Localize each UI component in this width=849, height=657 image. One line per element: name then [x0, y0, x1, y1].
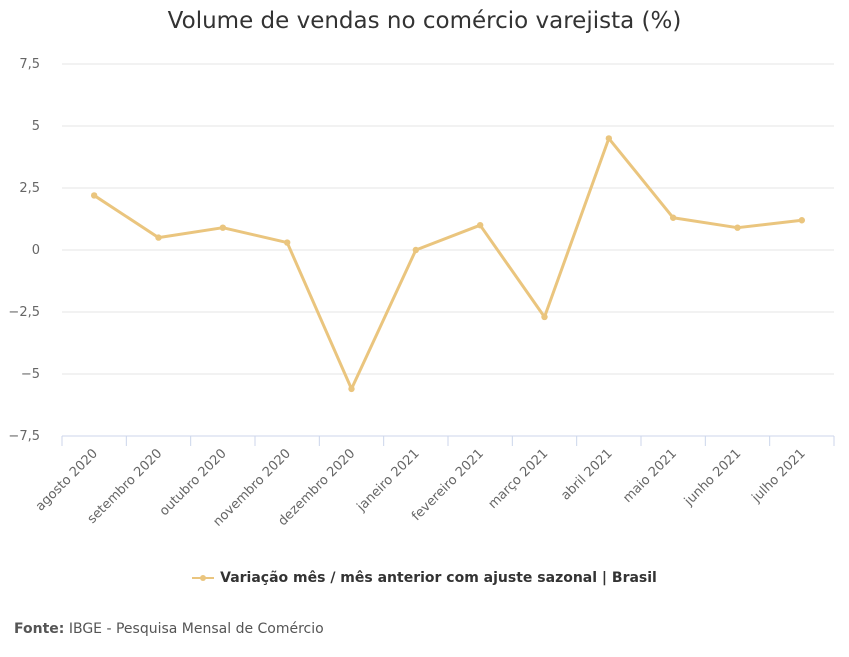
- x-tick-label: abril 2021: [558, 446, 615, 503]
- data-point: [734, 224, 741, 231]
- x-tick-label: março 2021: [486, 446, 552, 512]
- series-area: [90, 135, 806, 393]
- data-point: [541, 313, 548, 321]
- data-point: [283, 239, 291, 246]
- y-tick-label: 2,5: [19, 181, 40, 196]
- x-tick-label: outubro 2020: [157, 446, 230, 519]
- source-label: Fonte:: [14, 621, 65, 637]
- data-point: [348, 385, 355, 393]
- y-tick-label: −7,5: [8, 429, 40, 444]
- y-tick-label: −2,5: [8, 305, 40, 320]
- y-tick-label: 0: [32, 243, 40, 258]
- data-point: [605, 135, 613, 142]
- data-point: [412, 246, 420, 254]
- legend-label: Variação mês / mês anterior com ajuste s…: [220, 570, 657, 586]
- data-point: [219, 224, 227, 231]
- x-tick-label: agosto 2020: [33, 446, 101, 514]
- data-point: [798, 217, 806, 224]
- legend-swatch: [192, 572, 215, 584]
- grid-lines: [62, 63, 834, 375]
- y-axis: 7,5 5 2,5 0 −2,5 −5 −7,5: [8, 57, 40, 444]
- data-point: [476, 222, 484, 229]
- source-note: Fonte: IBGE - Pesquisa Mensal de Comérci…: [14, 621, 324, 637]
- y-tick-label: 7,5: [19, 57, 40, 72]
- y-tick-label: 5: [32, 119, 40, 134]
- data-point: [90, 192, 98, 199]
- data-point: [155, 234, 162, 241]
- data-point: [669, 214, 677, 221]
- x-tick-label: maio 2021: [620, 446, 680, 506]
- chart-title: Volume de vendas no comércio varejista (…: [167, 8, 682, 34]
- y-tick-label: −5: [21, 367, 40, 382]
- x-tick-label: julho 2021: [749, 446, 809, 506]
- x-tick-label: janeiro 2021: [354, 446, 423, 515]
- source-text: IBGE - Pesquisa Mensal de Comércio: [68, 621, 324, 637]
- series-line: [92, 136, 804, 391]
- legend[interactable]: Variação mês / mês anterior com ajuste s…: [0, 570, 849, 586]
- x-tick-label: junho 2021: [681, 446, 744, 509]
